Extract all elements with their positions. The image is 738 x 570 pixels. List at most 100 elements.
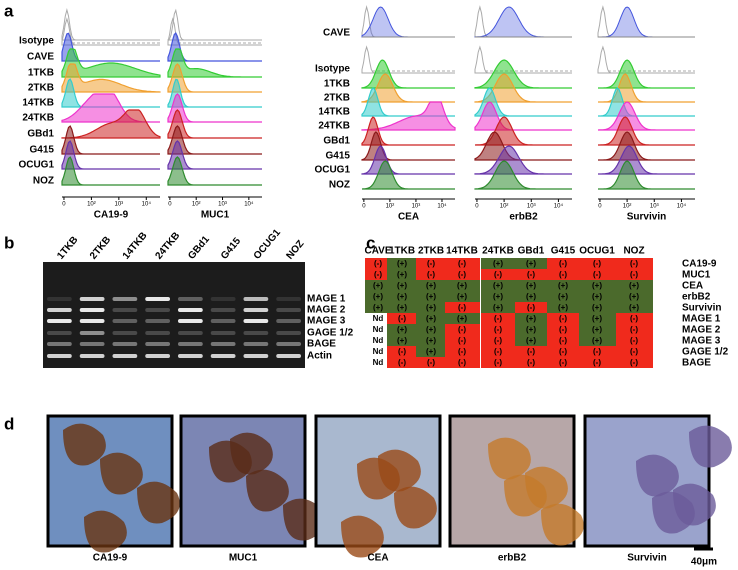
cell-value: Nd xyxy=(373,336,384,345)
cell-value: (+) xyxy=(397,259,407,268)
gel-band xyxy=(47,308,72,312)
histogram xyxy=(361,160,455,190)
row-label: Survivin xyxy=(682,303,721,314)
gel-band xyxy=(47,354,72,358)
gene-label: GAGE 1/2 xyxy=(307,328,354,339)
tick-label: 0 xyxy=(598,204,602,210)
table-cell xyxy=(547,335,580,346)
lane-label: 14TKB xyxy=(121,230,150,261)
gel-band xyxy=(276,342,301,346)
gel-band xyxy=(276,308,301,312)
axis-label: CEA xyxy=(398,212,419,223)
cell-value: (-) xyxy=(494,325,502,334)
isotype-curve xyxy=(61,8,160,41)
table-cell xyxy=(515,258,548,269)
cell-value: (+) xyxy=(558,303,568,312)
table-cell xyxy=(481,280,516,291)
gel-band xyxy=(243,342,269,346)
histogram xyxy=(598,131,695,161)
histogram xyxy=(474,59,572,89)
tick-label: 10³ xyxy=(412,204,421,210)
gel-band xyxy=(276,319,301,323)
cell-value: (+) xyxy=(558,281,568,290)
gel-band xyxy=(112,331,138,335)
row-label: MAGE 2 xyxy=(682,325,721,336)
histogram xyxy=(61,48,161,78)
gel-band xyxy=(210,297,236,301)
table-cell xyxy=(416,269,447,280)
table-cell xyxy=(547,313,580,324)
table-cell xyxy=(616,313,653,324)
cell-value: (-) xyxy=(458,336,466,345)
scale-label: 40μm xyxy=(691,557,717,568)
isotype-curve xyxy=(474,45,572,74)
histogram xyxy=(361,59,455,89)
row-label: GAGE 1/2 xyxy=(682,347,729,358)
cell-value: (+) xyxy=(629,281,639,290)
tick-label: 0 xyxy=(168,202,172,208)
histogram xyxy=(474,6,572,38)
lane-label: GBd1 xyxy=(186,234,212,262)
gene-label: MAGE 1 xyxy=(307,294,346,305)
isotype-curve xyxy=(61,17,160,46)
tissue xyxy=(84,510,127,553)
gel-band xyxy=(112,354,138,358)
cell-value: (+) xyxy=(397,292,407,301)
tissue xyxy=(636,454,679,497)
isotype-curve xyxy=(167,8,262,41)
panel-letter: b xyxy=(4,233,14,252)
cell-value: (+) xyxy=(426,347,436,356)
gel-band xyxy=(47,331,72,335)
caption: Survivin xyxy=(627,553,666,564)
cell-value: (-) xyxy=(559,347,567,356)
gel-band xyxy=(79,308,105,312)
cell-value: (+) xyxy=(373,292,383,301)
table-cell xyxy=(416,313,447,324)
row-label: erbB2 xyxy=(682,292,711,303)
axis-label: MUC1 xyxy=(201,210,230,221)
table-cell xyxy=(387,346,418,357)
row-label: G415 xyxy=(326,151,351,162)
table-cell xyxy=(416,357,447,368)
table-cell xyxy=(365,302,392,313)
row-label: BAGE xyxy=(682,358,711,369)
cell-value: (-) xyxy=(494,336,502,345)
row-label: 14TKB xyxy=(318,107,350,118)
row-label: MAGE 3 xyxy=(682,336,721,347)
cell-value: (-) xyxy=(527,358,535,367)
gel-band xyxy=(145,342,170,346)
table-cell xyxy=(416,346,447,357)
table-cell xyxy=(579,335,616,346)
table-cell xyxy=(547,346,580,357)
cell-value: (-) xyxy=(559,259,567,268)
gel-band xyxy=(243,308,269,312)
table-cell xyxy=(616,280,653,291)
column-header: GBd1 xyxy=(518,246,545,257)
gel-band xyxy=(243,331,269,335)
table-cell xyxy=(416,291,447,302)
cell-value: (-) xyxy=(559,270,567,279)
table-cell xyxy=(445,280,480,291)
table-cell xyxy=(445,269,480,280)
cell-value: (-) xyxy=(427,270,435,279)
table-cell xyxy=(445,335,480,346)
cell-value: (-) xyxy=(458,325,466,334)
tick-label: 10² xyxy=(87,202,96,208)
cell-value: (+) xyxy=(526,336,536,345)
cell-value: (-) xyxy=(374,270,382,279)
table-cell xyxy=(616,346,653,357)
table-cell xyxy=(387,280,418,291)
cell-value: (+) xyxy=(592,314,602,323)
table-cell xyxy=(387,291,418,302)
cell-value: (-) xyxy=(593,347,601,356)
gel-band xyxy=(210,354,236,358)
table-cell xyxy=(416,302,447,313)
cell-value: (-) xyxy=(630,336,638,345)
cell-value: (-) xyxy=(458,270,466,279)
tick-label: 0 xyxy=(475,204,479,210)
cell-value: (-) xyxy=(458,259,466,268)
cell-value: (-) xyxy=(630,259,638,268)
cell-value: (+) xyxy=(526,281,536,290)
cell-value: (+) xyxy=(457,314,467,323)
row-label: CA19-9 xyxy=(682,259,717,270)
